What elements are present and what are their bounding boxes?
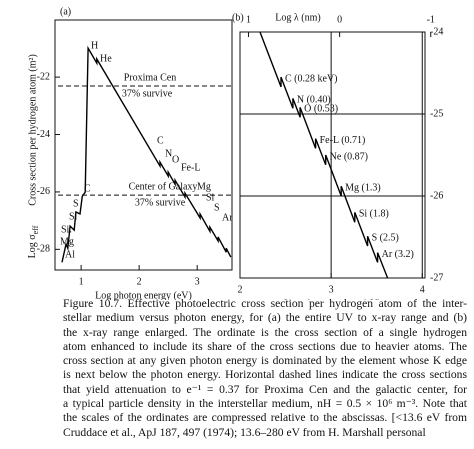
x-tick-label: 3 bbox=[195, 276, 200, 287]
edge-label: Si bbox=[206, 192, 215, 203]
caption-line: the x-ray range enlarged. The ordinate i… bbox=[63, 325, 467, 339]
edge-label: N (0.40) bbox=[297, 95, 331, 106]
caption-line: Figure 10.7. Effective photoelectric cro… bbox=[63, 297, 467, 310]
caption-line: stellar medium versus photon energy, for… bbox=[63, 311, 467, 325]
edge-label: Si bbox=[69, 211, 78, 222]
x-axis-label: Log photon energy (eV) bbox=[95, 290, 192, 300]
y-axis-label-sub: eff bbox=[31, 225, 40, 234]
edge-label: Ar bbox=[222, 212, 233, 223]
edge-label: Ne (0.87) bbox=[330, 151, 368, 162]
edge-label: C (0.28 keV) bbox=[285, 73, 338, 84]
edge-label: S (2.5) bbox=[372, 232, 399, 243]
y-tick-label: -25 bbox=[430, 108, 443, 119]
y-axis-label: Log σeff bbox=[27, 225, 40, 258]
edge-label: Mg (1.3) bbox=[345, 182, 381, 193]
x2-axis-label: Log λ (nm) bbox=[275, 12, 320, 23]
caption-line: Cruddace et al., ApJ 187, 497 (1974); 13… bbox=[63, 425, 426, 439]
y-axis-label: Cross section per hydrogen atom (m²) bbox=[27, 54, 38, 206]
reference-label: Proxima Cen bbox=[124, 72, 177, 83]
x2-tick-label: 1 bbox=[246, 14, 251, 25]
edge-label: S bbox=[214, 202, 220, 213]
x-tick-label: 3 bbox=[329, 284, 334, 295]
edge-label: Si. bbox=[61, 224, 72, 235]
caption-line: that yield attenuation to e⁻¹ = 0.37 for… bbox=[63, 382, 467, 396]
panel-label: (b) bbox=[232, 12, 244, 23]
y-tick-label: -28 bbox=[37, 244, 50, 255]
edge-label: S bbox=[73, 198, 79, 209]
edge-label: N bbox=[165, 148, 172, 159]
caption-line: cross section at any given photon energy… bbox=[63, 354, 467, 368]
reference-sublabel: 37% survive bbox=[135, 197, 186, 208]
edge-label: O (0.53) bbox=[304, 104, 338, 115]
edge-label: Mg bbox=[197, 181, 211, 192]
y-axis-label-main: Log σ bbox=[27, 234, 38, 259]
x-tick-label: 2 bbox=[238, 284, 243, 295]
x2-tick-label: -1 bbox=[427, 14, 435, 25]
edge-label: Fe-L bbox=[181, 162, 200, 173]
curve bbox=[61, 45, 232, 263]
caption: Figure 10.7. Effective photoelectric cro… bbox=[63, 297, 467, 440]
reference-label: Center of Galaxy bbox=[129, 181, 198, 192]
y-tick-label: -24 bbox=[430, 26, 443, 37]
edge-label: O bbox=[172, 154, 179, 165]
edge-label: Al bbox=[65, 249, 75, 260]
edge-label: He bbox=[100, 53, 112, 64]
panel-label: (a) bbox=[60, 6, 71, 17]
plot-frame bbox=[54, 19, 233, 271]
caption-line: a typical particle density in the inters… bbox=[63, 397, 467, 411]
caption-line: is next below the photon energy. Horizon… bbox=[63, 368, 467, 382]
edge-label: Ar (3.2) bbox=[382, 249, 414, 260]
y-tick-label: -26 bbox=[430, 190, 443, 201]
edge-label: C bbox=[157, 135, 164, 146]
edge-label: H bbox=[91, 40, 98, 51]
x-tick-label: 2 bbox=[137, 276, 142, 287]
x2-tick-label: 0 bbox=[337, 14, 342, 25]
y-tick-label: -22 bbox=[37, 71, 50, 82]
y-tick-label: -27 bbox=[430, 272, 443, 283]
edge-label: Si (1.8) bbox=[359, 209, 389, 220]
reference-sublabel: 37% survive bbox=[122, 88, 173, 99]
edge-label: C bbox=[84, 183, 91, 194]
caption-line: the scales of the ordinates are compress… bbox=[63, 411, 467, 425]
caption-line: atom enhanced to include its share of th… bbox=[63, 339, 467, 353]
x-axis-label: Log photon energy (eV) bbox=[284, 298, 381, 300]
x-tick-label: 4 bbox=[420, 284, 425, 295]
y-tick-label: -26 bbox=[37, 186, 50, 197]
edge-label: Mg bbox=[60, 236, 74, 247]
curve bbox=[259, 31, 389, 279]
edge-label: Fe-L (0.71) bbox=[320, 135, 366, 146]
y-tick-label: -24 bbox=[37, 129, 50, 140]
x-tick-label: 1 bbox=[79, 276, 84, 287]
